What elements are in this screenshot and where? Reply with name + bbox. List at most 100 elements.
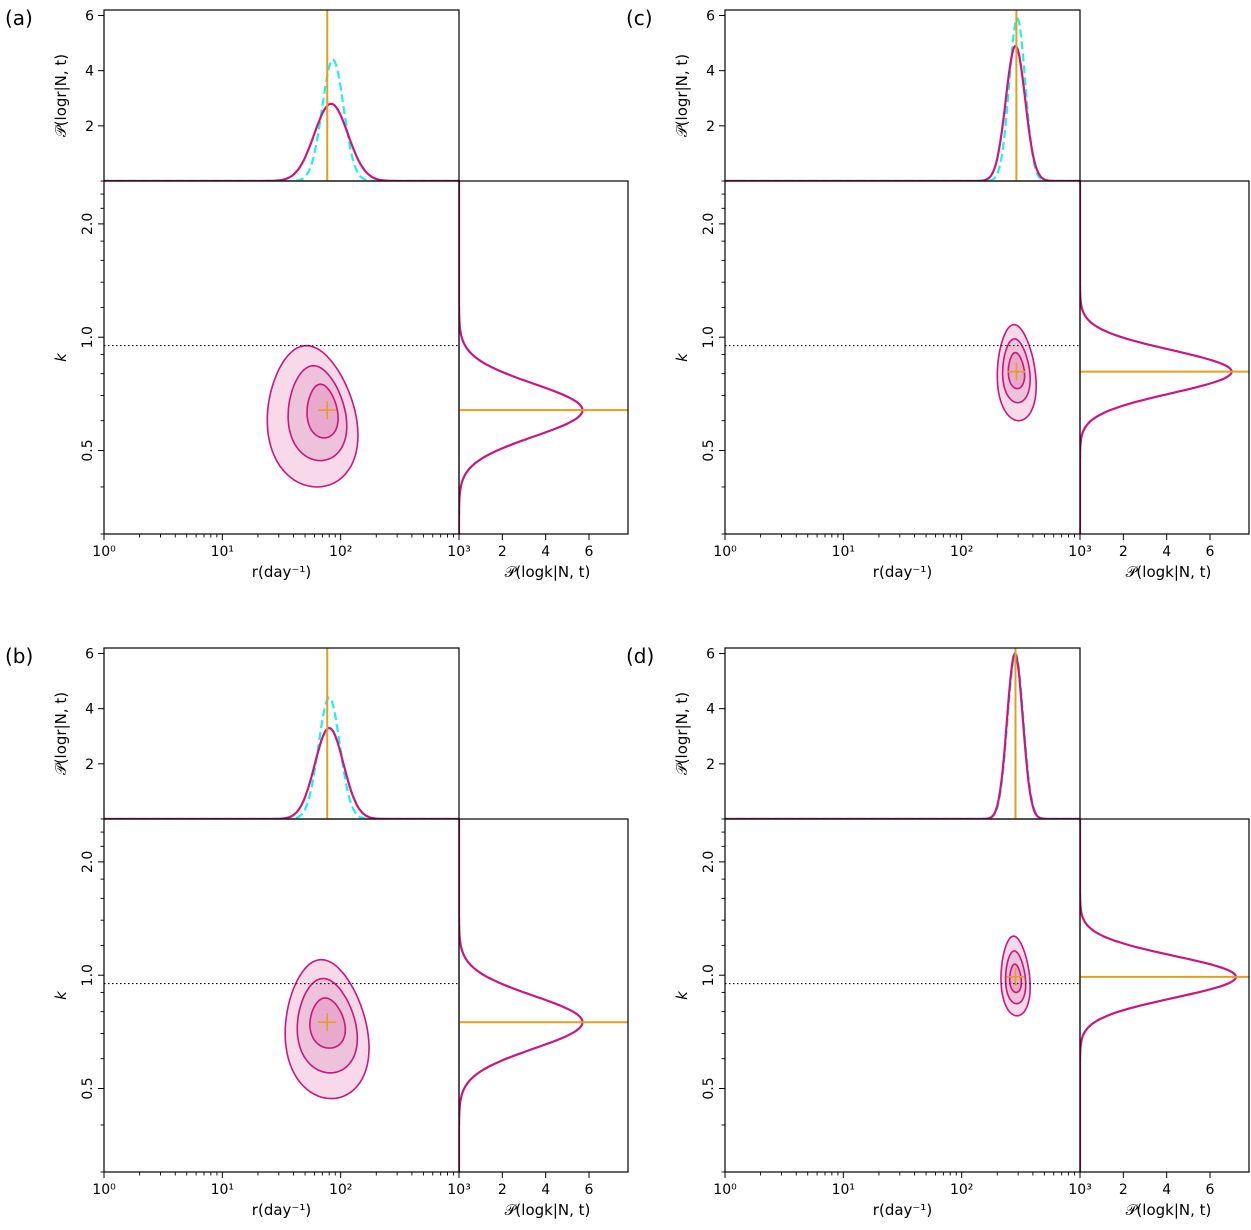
side-x-tick-label: 4: [1162, 1182, 1171, 1198]
posterior-marginal-r: [725, 44, 1080, 181]
x-tick-label: 10³: [1068, 544, 1091, 560]
panel-d: (d) 10⁰ 10¹ 10² 10³ r(day⁻¹) 0.5 1.0 2.0 k 2 4 6 𝒫(lo…: [626, 644, 1250, 1219]
prior-marginal-r: [725, 17, 1080, 181]
y-tick-label: 2.0: [701, 851, 717, 873]
side-marginal-area: [1080, 819, 1249, 1172]
side-marginal-area: [459, 181, 628, 534]
side-x-tick-label: 6: [1206, 1182, 1215, 1198]
top-marginal-area: [104, 10, 459, 181]
main-plot-area: [104, 344, 459, 488]
main-plot-area: [725, 935, 1080, 1017]
posterior-marginal-k: [1080, 819, 1238, 1172]
side-x-tick-label: 6: [585, 1182, 594, 1198]
x-tick-label: 10¹: [832, 1182, 855, 1198]
y-axis-label: k: [52, 352, 70, 362]
y-tick-label: 0.5: [80, 439, 96, 461]
top-marginal-area: [725, 10, 1080, 181]
prior-marginal-r: [104, 58, 459, 181]
side-marginal-frame: [1079, 180, 1250, 535]
top-y-tick-label: 2: [85, 757, 94, 773]
x-tick-label: 10¹: [211, 1182, 234, 1198]
top-y-axis-label: 𝒫(logr|N, t): [52, 692, 70, 775]
side-x-tick-label: 2: [498, 1182, 507, 1198]
x-tick-label: 10⁰: [713, 1182, 737, 1198]
top-y-axis-label: 𝒫(logr|N, t): [673, 54, 691, 137]
side-x-axis-label: 𝒫(logk|N, t): [1126, 563, 1212, 581]
posterior-marginal-k: [1080, 181, 1233, 534]
side-marginal-frame: [458, 818, 629, 1173]
top-y-tick-label: 4: [85, 64, 94, 80]
y-tick-label: 2.0: [80, 213, 96, 235]
top-y-tick-label: 2: [706, 757, 715, 773]
main-plot-frame: [103, 180, 460, 535]
posterior-marginal-r: [725, 651, 1080, 819]
y-axis-label: k: [673, 352, 691, 362]
side-x-axis-label: 𝒫(logk|N, t): [505, 1201, 591, 1219]
posterior-marginal-k: [459, 181, 584, 534]
main-plot-area: [725, 323, 1080, 422]
y-axis-label: k: [52, 990, 70, 1000]
x-axis-label: r(day⁻¹): [252, 1201, 311, 1219]
top-marginal-frame: [103, 647, 460, 820]
side-x-axis-label: 𝒫(logk|N, t): [505, 563, 591, 581]
top-marginal-frame: [724, 9, 1081, 182]
top-y-tick-label: 2: [706, 119, 715, 135]
contour-inner: [306, 383, 339, 439]
top-y-axis-label: 𝒫(logr|N, t): [673, 692, 691, 775]
top-y-tick-label: 4: [706, 64, 715, 80]
posterior-marginal-r: [104, 726, 459, 819]
x-axis-label: r(day⁻¹): [873, 1201, 932, 1219]
x-axis-label: r(day⁻¹): [873, 563, 932, 581]
x-tick-label: 10⁰: [713, 544, 737, 560]
x-tick-label: 10²: [329, 544, 352, 560]
y-tick-label: 1.0: [80, 964, 96, 986]
top-marginal-frame: [724, 647, 1081, 820]
panel-b: (b) 10⁰ 10¹ 10² 10³ r(day⁻¹) 0.5 1.0 2.0 k 2 4 6 𝒫(lo…: [5, 644, 629, 1219]
side-x-tick-label: 2: [1119, 1182, 1128, 1198]
prior-marginal-r: [725, 652, 1080, 819]
side-x-tick-label: 2: [1119, 544, 1128, 560]
y-tick-label: 0.5: [701, 439, 717, 461]
x-tick-label: 10³: [447, 544, 470, 560]
top-y-tick-label: 6: [706, 647, 715, 663]
y-tick-label: 1.0: [701, 326, 717, 348]
x-tick-label: 10¹: [832, 544, 855, 560]
side-marginal-area: [459, 819, 628, 1172]
side-x-tick-label: 2: [498, 544, 507, 560]
panel-c: (c) 10⁰ 10¹ 10² 10³ r(day⁻¹) 0.5 1.0 2.0 k 2 4 6 𝒫(lo…: [626, 6, 1250, 581]
top-marginal-area: [104, 648, 459, 819]
side-marginal-frame: [458, 180, 629, 535]
panel-label: (c): [626, 6, 653, 30]
panel-a: (a) 10⁰ 10¹ 10² 10³ r(day⁻¹) 0.5 1.0 2.0 k 2 4 6 𝒫(lo…: [5, 6, 629, 581]
x-tick-label: 10²: [950, 544, 973, 560]
prior-marginal-r: [104, 696, 459, 819]
x-tick-label: 10⁰: [92, 1182, 116, 1198]
side-x-tick-label: 6: [585, 544, 594, 560]
x-axis-label: r(day⁻¹): [252, 563, 311, 581]
posterior-marginal-k: [459, 819, 584, 1172]
y-tick-label: 2.0: [701, 213, 717, 235]
top-marginal-frame: [103, 9, 460, 182]
side-x-tick-label: 6: [1206, 544, 1215, 560]
side-marginal-frame: [1079, 818, 1250, 1173]
top-marginal-area: [725, 648, 1080, 819]
top-y-tick-label: 6: [85, 9, 94, 25]
top-y-axis-label: 𝒫(logr|N, t): [52, 54, 70, 137]
top-y-tick-label: 6: [85, 647, 94, 663]
y-tick-label: 1.0: [701, 964, 717, 986]
top-y-tick-label: 6: [706, 9, 715, 25]
x-tick-label: 10²: [329, 1182, 352, 1198]
y-tick-label: 1.0: [80, 326, 96, 348]
top-y-tick-label: 2: [85, 119, 94, 135]
top-y-tick-label: 4: [85, 702, 94, 718]
side-x-tick-label: 4: [541, 1182, 550, 1198]
panel-label: (a): [5, 6, 33, 30]
main-plot-frame: [103, 818, 460, 1173]
main-plot-area: [104, 958, 459, 1100]
y-tick-label: 2.0: [80, 851, 96, 873]
y-tick-label: 0.5: [80, 1077, 96, 1099]
x-tick-label: 10³: [447, 1182, 470, 1198]
side-x-axis-label: 𝒫(logk|N, t): [1126, 1201, 1212, 1219]
side-x-tick-label: 4: [1162, 544, 1171, 560]
